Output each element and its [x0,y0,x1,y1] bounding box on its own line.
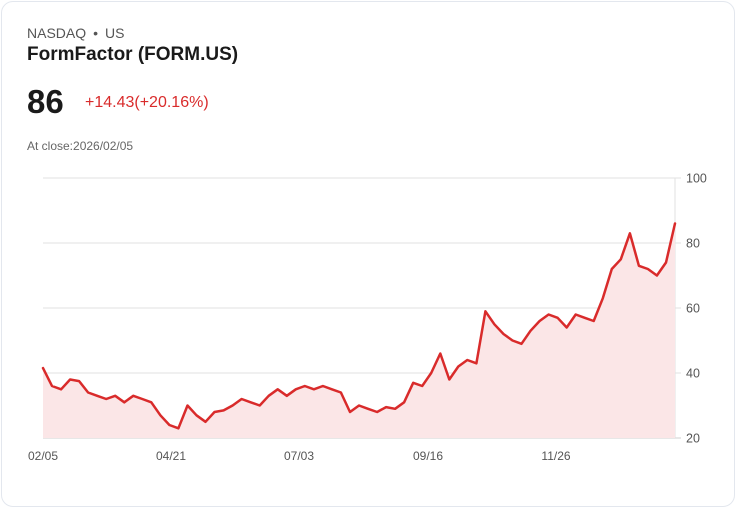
x-tick-label: 11/26 [541,449,570,463]
y-axis-ticks: 20 40 60 80 100 [686,172,707,446]
stock-name: FormFactor (FORM.US) [27,44,239,65]
stock-price: 86 [27,83,64,120]
y-tick-label: 40 [686,367,700,381]
exchange-line: NASDAQ • US [27,25,124,41]
chart-area-fill [43,223,675,438]
y-tick-label: 100 [686,172,707,186]
region-label: US [105,25,125,41]
x-axis-ticks: 02/05 04/21 07/03 09/16 11/26 [28,449,571,463]
x-tick-label: 09/16 [413,449,443,463]
price-change: +14.43(+20.16%) [85,94,209,111]
y-tick-label: 80 [686,237,700,251]
y-tick-label: 20 [686,432,700,446]
chart-price-line [41,222,677,430]
y-tick-label: 60 [686,302,700,316]
close-date: At close:2026/02/05 [27,139,134,153]
x-tick-label: 04/21 [156,449,186,463]
x-tick-label: 02/05 [28,449,58,463]
exchange-label: NASDAQ [27,25,87,41]
x-tick-label: 07/03 [284,449,314,463]
separator-dot: • [93,25,99,41]
